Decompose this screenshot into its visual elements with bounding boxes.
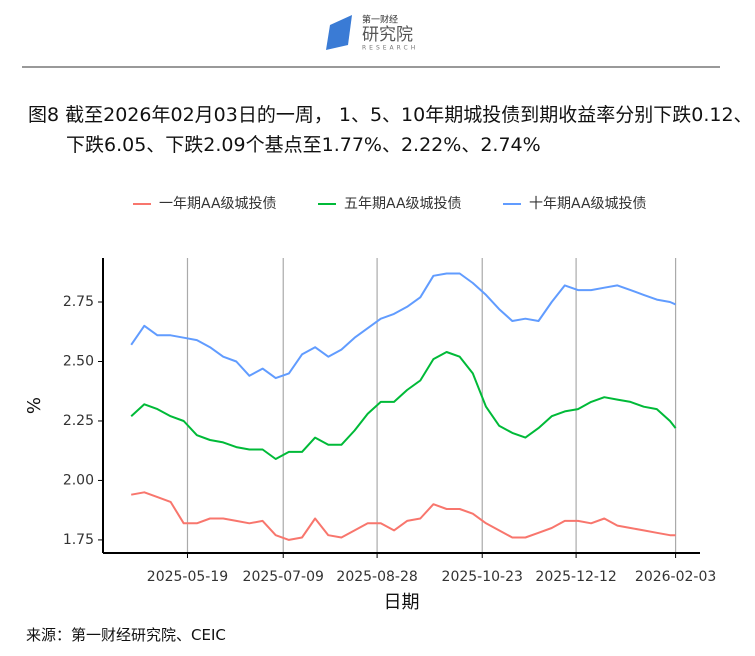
- series-line: [131, 491, 676, 541]
- x-tick-label: 2026-02-03: [635, 569, 716, 585]
- logo: 第一财经 研究院 RESEARCH: [326, 14, 418, 52]
- logo-en: RESEARCH: [362, 45, 418, 52]
- legend-label: 一年期AA级城投债: [159, 196, 277, 212]
- logo-name: 第一财经: [362, 14, 398, 26]
- x-tick-label: 2025-08-28: [336, 569, 417, 585]
- x-tick-label: 2025-12-12: [535, 569, 616, 585]
- x-tick-label: 2025-10-23: [442, 569, 523, 585]
- y-axis-label: %: [24, 397, 45, 414]
- series-line: [130, 351, 677, 460]
- y-tick-label: 2.50: [63, 353, 94, 369]
- x-tick-label: 2025-07-09: [243, 569, 324, 585]
- chart-title: 图8 截至2026年02月03日的一周， 1、5、10年期城投债到期收益率分别下…: [28, 104, 753, 156]
- y-tick-label: 2.00: [63, 472, 94, 488]
- y-tick-label: 2.75: [63, 294, 94, 310]
- series-line: [130, 272, 676, 380]
- logo-org: 研究院: [362, 25, 413, 45]
- source: 来源：第一财经研究院、CEIC: [26, 626, 226, 644]
- x-tick-label: 2025-05-19: [147, 569, 228, 585]
- legend-label: 十年期AA级城投债: [529, 196, 647, 212]
- y-tick-label: 1.75: [63, 532, 94, 548]
- x-axis-label: 日期: [384, 592, 420, 613]
- logo-icon: [326, 15, 352, 50]
- legend-label: 五年期AA级城投债: [344, 196, 462, 212]
- y-tick-label: 2.25: [63, 413, 94, 429]
